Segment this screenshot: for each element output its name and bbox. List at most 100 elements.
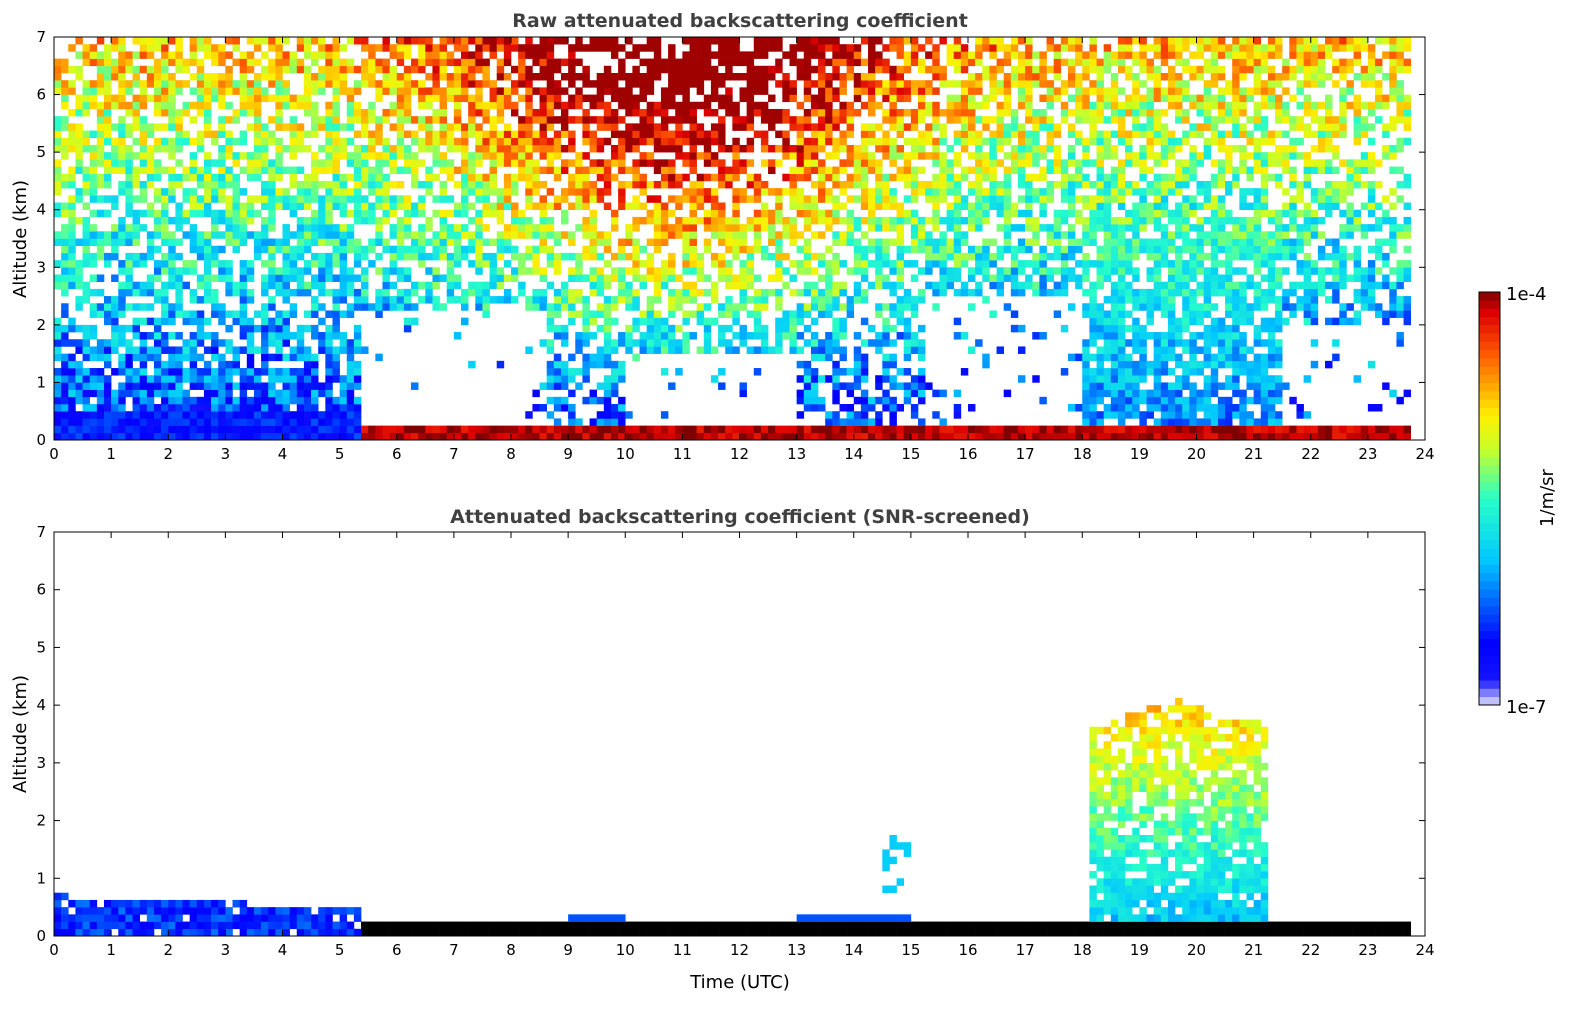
heatmap-cell [468, 188, 476, 196]
heatmap-cell [789, 51, 797, 59]
heatmap-cell [553, 404, 562, 412]
heatmap-cell [382, 116, 390, 124]
heatmap-cell [261, 418, 269, 426]
heatmap-cell [689, 72, 697, 81]
heatmap-cell [482, 180, 490, 189]
heatmap-cell [739, 166, 747, 175]
heatmap-cell [218, 130, 226, 139]
heatmap-cell [103, 360, 112, 369]
heatmap-cell [396, 44, 405, 52]
heatmap-cell [625, 94, 633, 103]
heatmap-cell [889, 144, 897, 153]
heatmap-cell [196, 202, 205, 211]
heatmap-cell [196, 130, 205, 139]
heatmap-cell [396, 296, 405, 304]
heatmap-cell [810, 303, 819, 311]
heatmap-cell [932, 425, 940, 434]
heatmap-cell [803, 260, 812, 268]
heatmap-cell [311, 108, 319, 117]
heatmap-cell [839, 346, 847, 354]
heatmap-cell [846, 310, 855, 318]
heatmap-cell [396, 108, 405, 117]
heatmap-cell [125, 281, 133, 290]
heatmap-cell [153, 432, 162, 441]
heatmap-cell [282, 411, 290, 419]
heatmap-cell [225, 238, 233, 246]
heatmap-cell [896, 310, 905, 318]
heatmap-cell [896, 404, 905, 412]
heatmap-cell [746, 267, 755, 275]
heatmap-cell [975, 209, 983, 218]
heatmap-cell [789, 144, 797, 153]
heatmap-cell [596, 87, 605, 95]
heatmap-cell [682, 137, 690, 146]
heatmap-cell [653, 72, 662, 81]
heatmap-cell [696, 346, 705, 354]
heatmap-cell [725, 281, 733, 290]
heatmap-cell [453, 65, 462, 74]
heatmap-cell [818, 252, 826, 261]
heatmap-cell [575, 346, 583, 354]
heatmap-cell [546, 411, 555, 419]
heatmap-cell [482, 188, 490, 196]
heatmap-cell [682, 310, 690, 318]
heatmap-cell [196, 173, 205, 182]
heatmap-cell [82, 144, 90, 153]
heatmap-cell [682, 87, 690, 95]
heatmap-cell [810, 267, 819, 275]
heatmap-cell [975, 51, 983, 59]
heatmap-cell [796, 432, 805, 441]
heatmap-cell [1025, 173, 1033, 182]
heatmap-cell [539, 144, 547, 153]
heatmap-cell [282, 404, 290, 412]
heatmap-cell [860, 137, 869, 146]
heatmap-cell [932, 116, 940, 124]
heatmap-cell [268, 238, 276, 246]
heatmap-cell [825, 195, 833, 203]
heatmap-cell [853, 238, 862, 246]
heatmap-cell [718, 159, 726, 167]
heatmap-cell [946, 188, 955, 196]
heatmap-cell [111, 144, 119, 153]
heatmap-cell [860, 425, 869, 434]
heatmap-cell [682, 101, 690, 110]
heatmap-cell [346, 238, 355, 246]
heatmap-cell [139, 432, 148, 441]
heatmap-cell [282, 332, 290, 340]
heatmap-cell [489, 173, 498, 182]
heatmap-cell [511, 252, 519, 261]
heatmap-cell [796, 425, 805, 434]
heatmap-cell [646, 216, 655, 225]
heatmap-cell [868, 245, 876, 254]
heatmap-cell [82, 202, 90, 211]
heatmap-cell [889, 216, 897, 225]
heatmap-cell [261, 411, 269, 419]
heatmap-cell [203, 332, 212, 340]
heatmap-cell [646, 180, 655, 189]
heatmap-cell [960, 166, 969, 175]
heatmap-cell [639, 346, 647, 354]
heatmap-cell [103, 58, 112, 67]
heatmap-cell [775, 108, 783, 117]
heatmap-cell [653, 238, 662, 246]
heatmap-cell [139, 404, 148, 412]
heatmap-cell [432, 94, 440, 103]
heatmap-cell [211, 288, 219, 297]
heatmap-cell [868, 216, 876, 225]
heatmap-cell [896, 260, 905, 268]
heatmap-cell [875, 216, 883, 225]
heatmap-cell [646, 274, 655, 282]
heatmap-cell [325, 137, 333, 146]
heatmap-cell [868, 324, 876, 333]
heatmap-cell [239, 130, 248, 139]
heatmap-cell [54, 209, 62, 218]
heatmap-cell [803, 58, 812, 67]
heatmap-cell [632, 339, 640, 347]
heatmap-cell [560, 123, 569, 131]
heatmap-cell [832, 202, 840, 211]
heatmap-cell [389, 209, 398, 218]
heatmap-cell [660, 368, 669, 376]
heatmap-cell [182, 396, 190, 405]
heatmap-cell [975, 339, 983, 347]
heatmap-cell [275, 44, 283, 52]
